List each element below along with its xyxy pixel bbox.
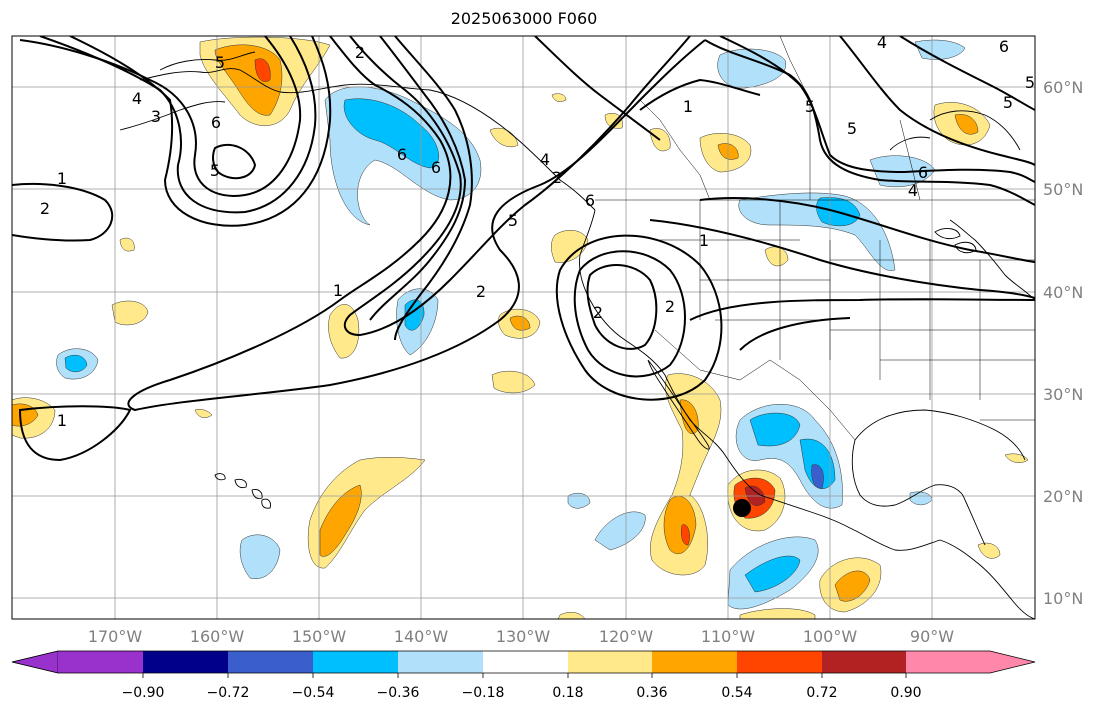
contour-label: 4 <box>908 181 918 200</box>
contour-label: 1 <box>333 281 343 300</box>
contour-label: 5 <box>215 53 225 72</box>
colorbar-tick-label: −0.54 <box>292 685 335 701</box>
colorbar <box>11 650 1036 674</box>
lon-tick-label: 110°W <box>701 627 756 646</box>
negative-shading <box>56 39 966 610</box>
contour-label: 6 <box>918 163 928 182</box>
colorbar-tick-label: 0.72 <box>806 685 837 701</box>
contour-label: 1 <box>683 97 693 116</box>
colorbar-tick-label: −0.36 <box>377 685 420 701</box>
contour-label: 6 <box>585 191 595 210</box>
colorbar-segment <box>228 651 313 673</box>
colorbar-tick-label: 0.18 <box>552 685 583 701</box>
lat-axis: 10°N 20°N 30°N 40°N 50°N 60°N <box>1043 78 1083 608</box>
lon-tick-label: 150°W <box>292 627 347 646</box>
lat-tick-label: 10°N <box>1043 589 1083 608</box>
lon-axis: 170°W 160°W 150°W 140°W 130°W 120°W 110°… <box>88 627 954 646</box>
contour-label: 1 <box>57 169 67 188</box>
contours <box>12 36 1035 462</box>
contour-label: 5 <box>847 119 857 138</box>
contour-label: 5 <box>210 161 220 180</box>
colorbar-segment <box>143 651 228 673</box>
colorbar-segment <box>568 651 652 673</box>
colorbar-segment <box>737 651 822 673</box>
contour-label: 5 <box>805 97 815 116</box>
lon-tick-label: 130°W <box>496 627 551 646</box>
contour-label: 4 <box>540 150 550 169</box>
contour-label: 2 <box>355 43 365 62</box>
lat-tick-label: 20°N <box>1043 487 1083 506</box>
contour-label: 4 <box>132 89 142 108</box>
colorbar-tick-labels: −0.90 −0.72 −0.54 −0.36 −0.18 0.18 0.36 … <box>122 685 922 701</box>
lon-tick-label: 100°W <box>803 627 858 646</box>
colorbar-tick-label: 0.54 <box>721 685 752 701</box>
colorbar-segment <box>313 651 398 673</box>
contour-label: 3 <box>151 107 161 126</box>
colorbar-segment <box>652 651 737 673</box>
colorbar-tick-label: −0.90 <box>122 685 165 701</box>
lat-tick-label: 60°N <box>1043 78 1083 97</box>
contour-label: 5 <box>1003 93 1013 112</box>
lon-tick-label: 160°W <box>190 627 245 646</box>
colorbar-tick-label: −0.18 <box>462 685 505 701</box>
contour-label: 2 <box>476 282 486 301</box>
lon-tick-label: 120°W <box>599 627 654 646</box>
contour-label: 6 <box>397 145 407 164</box>
colorbar-tick-label: 0.36 <box>636 685 667 701</box>
contour-label: 5 <box>508 211 518 230</box>
positive-shading <box>12 36 1029 619</box>
lon-tick-label: 170°W <box>88 627 143 646</box>
colorbar-tick-label: 0.90 <box>890 685 921 701</box>
contour-label: 2 <box>593 303 603 322</box>
colorbar-segment <box>822 651 906 673</box>
contour-label: 2 <box>552 168 562 187</box>
lat-tick-label: 40°N <box>1043 283 1083 302</box>
contour-label: 1 <box>699 231 709 250</box>
colorbar-segment <box>398 651 483 673</box>
contour-label: 6 <box>999 37 1009 56</box>
colorbar-segment <box>58 651 143 673</box>
contour-label: 6 <box>431 158 441 177</box>
map-frame <box>11 35 1036 620</box>
colorbar-extend-high <box>906 651 1035 673</box>
storm-marker <box>733 499 751 517</box>
lon-tick-label: 140°W <box>394 627 449 646</box>
contour-label: 6 <box>211 113 221 132</box>
contour-label-layer: 1 2 3 4 5 6 2 5 1 2 5 6 1 2 5 4 6 5 6 5 … <box>40 33 1035 430</box>
colorbar-outline <box>11 650 1036 674</box>
contour-label: 2 <box>665 297 675 316</box>
colorbar-extend-low <box>11 650 59 674</box>
lon-tick-label: 90°W <box>910 627 954 646</box>
colorbar-ticks <box>142 673 907 678</box>
map-title: 2025063000 F060 <box>450 9 598 28</box>
coastlines <box>119 51 1035 619</box>
lat-tick-label: 30°N <box>1043 385 1083 404</box>
contour-label: 5 <box>1025 73 1035 92</box>
contour-label: 4 <box>877 33 887 52</box>
contour-label: 2 <box>40 199 50 218</box>
lat-tick-label: 50°N <box>1043 180 1083 199</box>
colorbar-segment <box>483 651 568 673</box>
contour-label: 1 <box>57 411 67 430</box>
colorbar-tick-label: −0.72 <box>207 685 250 701</box>
